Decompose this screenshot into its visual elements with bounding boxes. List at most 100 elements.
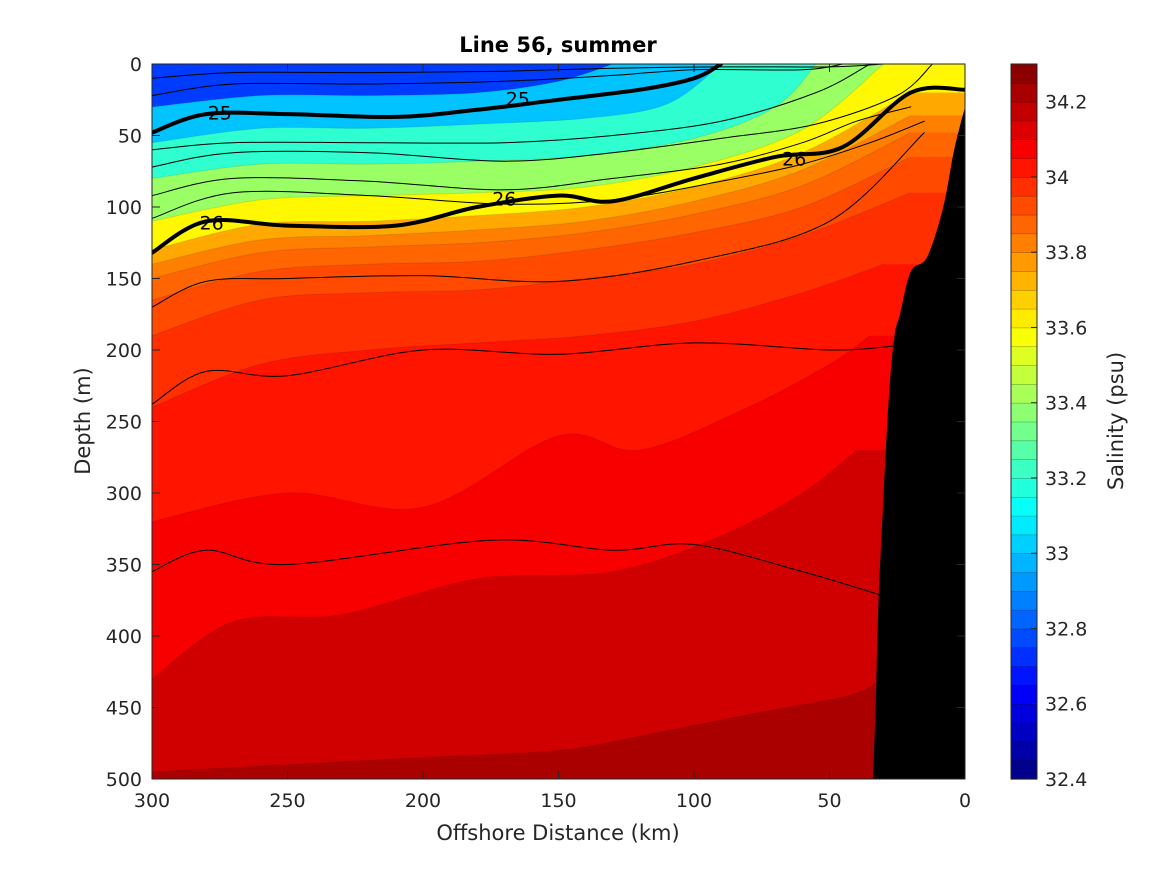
density-contours — [152, 64, 965, 597]
isohaline-line — [152, 192, 911, 337]
colorbar-tick-label: 32.8 — [1045, 618, 1087, 640]
colorbar-level — [1010, 628, 1038, 649]
colorbar-tick-label: 32.4 — [1045, 769, 1087, 791]
isohaline-line — [152, 64, 817, 179]
colorbar-tick-label: 33.4 — [1045, 393, 1087, 415]
y-tick-label: 250 — [106, 412, 142, 434]
isohaline-line — [152, 671, 885, 773]
colorbar-level — [1010, 421, 1038, 442]
x-tick-label: 100 — [676, 790, 712, 812]
colorbar-level — [1010, 534, 1038, 555]
density-contour — [152, 64, 885, 79]
colorbar-level — [1010, 590, 1038, 611]
isohaline-line — [152, 449, 857, 680]
y-tick-label: 500 — [106, 769, 142, 791]
density-contour — [152, 64, 933, 168]
y-tick-label: 350 — [106, 555, 142, 577]
colorbar-level — [1010, 364, 1038, 385]
x-axis-ticks: 300 250 200 150 100 50 0 — [134, 64, 971, 812]
colorbar-level — [1010, 138, 1038, 159]
isohaline-line — [152, 156, 912, 301]
x-tick-label: 0 — [959, 790, 971, 812]
colorbar-level — [1010, 101, 1038, 122]
x-tick-label: 150 — [540, 790, 576, 812]
colorbar-level — [1010, 289, 1038, 310]
colorbar-level — [1010, 552, 1038, 573]
colorbar-tick-label: 32.6 — [1045, 694, 1087, 716]
colorbar-tick-label: 33.8 — [1045, 242, 1087, 264]
isohaline-line — [152, 64, 613, 108]
colorbar-level — [1010, 63, 1038, 84]
y-tick-label: 300 — [106, 483, 142, 505]
colorbar-tick-label: 33.2 — [1045, 468, 1087, 490]
density-contour — [152, 64, 871, 151]
contour-labels: 25 25 26 26 26 — [200, 88, 807, 235]
colorbar-level — [1010, 515, 1038, 536]
colorbar-level — [1010, 741, 1038, 761]
seafloor-bathymetry — [872, 106, 965, 779]
x-tick-label: 300 — [134, 790, 170, 812]
colorbar-level — [1010, 308, 1038, 329]
colorbar-level — [1010, 270, 1038, 291]
y-tick-label: 400 — [106, 626, 142, 648]
colorbar-level — [1010, 251, 1038, 272]
colorbar-level — [1010, 157, 1038, 178]
plot-area: 25 25 26 26 26 — [152, 64, 965, 779]
colorbar-level — [1010, 195, 1038, 216]
contour-label: 25 — [208, 103, 232, 125]
colorbar-level — [1010, 571, 1038, 592]
colorbar-level — [1010, 327, 1038, 348]
isohaline-line — [152, 64, 885, 222]
isohaline-line — [152, 115, 912, 265]
colorbar-level — [1010, 383, 1038, 404]
colorbar — [1010, 63, 1038, 780]
colorbar-level — [1010, 120, 1038, 141]
colorbar-tick-label: 34.2 — [1045, 92, 1087, 114]
colorbar-level — [1010, 233, 1038, 253]
isohalines — [152, 64, 912, 773]
colorbar-level — [1010, 684, 1038, 705]
density-contour — [152, 342, 898, 405]
x-tick-label: 250 — [269, 790, 305, 812]
colorbar-label: Salinity (psu) — [1104, 352, 1128, 490]
x-tick-label: 200 — [405, 790, 441, 812]
y-tick-label: 50 — [118, 126, 142, 148]
colorbar-level — [1010, 496, 1038, 517]
colorbar-tick-label: 33 — [1045, 543, 1069, 565]
y-tick-label: 200 — [106, 340, 142, 362]
colorbar-level — [1010, 759, 1038, 780]
colorbar-tick-label: 34 — [1045, 167, 1069, 189]
isohaline-line — [152, 263, 884, 408]
colorbar-ticks: 32.4 32.6 32.8 33 33.2 33.4 33.6 33.8 34 34.2 — [1031, 92, 1087, 791]
y-tick-label: 450 — [106, 698, 142, 720]
density-contour-labeled — [152, 64, 724, 135]
isohaline-line — [152, 132, 912, 279]
density-contour — [152, 120, 925, 219]
colorbar-level — [1010, 440, 1038, 460]
colorbar-level — [1010, 609, 1038, 630]
colorbar-level — [1010, 703, 1038, 724]
contour-label: 26 — [492, 188, 516, 210]
colorbar-tick-label: 33.6 — [1045, 317, 1087, 339]
colorbar-level — [1010, 477, 1038, 498]
colorbar-level — [1010, 176, 1038, 197]
x-tick-label: 50 — [817, 790, 841, 812]
y-axis-ticks: 0 50 100 150 200 250 300 350 400 450 500 — [106, 54, 965, 791]
density-contour — [152, 539, 885, 597]
contour-label: 26 — [200, 213, 224, 235]
density-contour-labeled — [152, 85, 965, 255]
contour-label: 26 — [782, 148, 806, 170]
density-contour — [152, 106, 912, 197]
colorbar-level — [1010, 82, 1038, 103]
y-tick-label: 0 — [130, 54, 142, 76]
density-contour — [152, 132, 925, 308]
fill-band — [152, 64, 965, 107]
y-tick-label: 100 — [106, 197, 142, 219]
colorbar-level — [1010, 345, 1038, 366]
density-contour — [152, 64, 844, 96]
contour-label: 25 — [506, 88, 530, 110]
isohaline-line — [152, 64, 722, 144]
y-tick-label: 150 — [106, 269, 142, 291]
colorbar-level — [1010, 402, 1038, 423]
